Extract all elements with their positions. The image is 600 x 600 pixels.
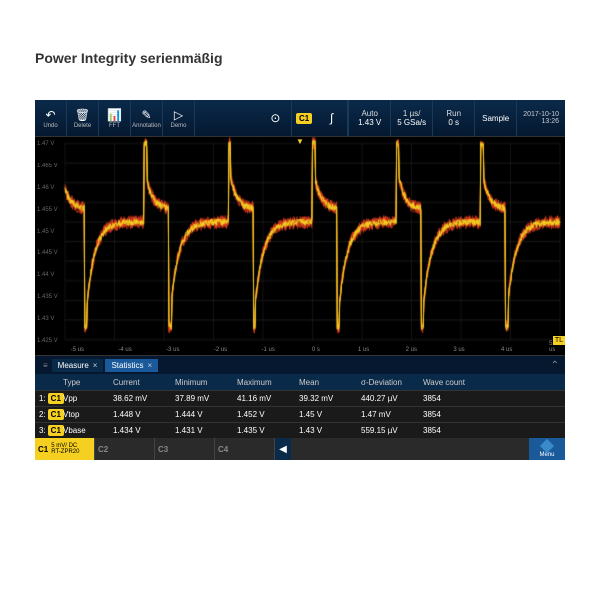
y-axis-label: 1.47 V [37,141,54,147]
tabs-row: ≡ Measure×Statistics× ⌃ [35,356,565,374]
x-axis-label: -2 us [214,347,227,353]
info-cell-1[interactable]: 1 µs/5 GSa/s [390,100,432,136]
close-icon[interactable]: × [147,361,152,370]
channel-prev-button[interactable]: ◀ [275,438,291,460]
tab-statistics[interactable]: Statistics× [105,359,158,372]
circle-button[interactable]: ⊙ [260,100,292,136]
delete-button[interactable]: 🗑Delete [67,100,99,136]
oscilloscope-window: ↶Undo🗑Delete📊FFT✎Annotation▷Demo ⊙ C1 ∫ … [35,100,565,460]
x-axis-label: -1 us [262,347,275,353]
tab-measure[interactable]: Measure× [52,359,104,372]
channel-slot-c1[interactable]: C1 5 mV/ DC RT-ZPR20 [35,438,95,460]
y-axis-label: 1.425 V [37,338,58,344]
channel-slot-c3[interactable]: C3 [155,438,215,460]
y-axis-label: 1.43 V [37,316,54,322]
page-title: Power Integrity serienmäßig [35,50,223,66]
trigger-marker-icon: ▼ [296,137,304,146]
info-cell-2[interactable]: Run0 s [432,100,474,136]
table-header: Type Current Minimum Maximum Mean σ-Devi… [35,374,565,390]
y-axis-label: 1.46 V [37,185,54,191]
fft-button[interactable]: 📊FFT [99,100,131,136]
x-axis-label: 5 us [549,341,560,353]
chevron-up-icon[interactable]: ⌃ [545,360,565,371]
y-axis-label: 1.455 V [37,207,58,213]
close-icon[interactable]: × [93,361,98,370]
x-axis-label: -5 us [71,347,84,353]
undo-button[interactable]: ↶Undo [35,100,67,136]
demo-button[interactable]: ▷Demo [163,100,195,136]
x-axis-label: -3 us [166,347,179,353]
hamburger-icon[interactable]: ≡ [39,361,52,370]
diamond-icon [540,438,554,452]
table-row[interactable]: 1: C1 Vpp 38.62 mV 37.89 mV 41.16 mV 39.… [35,390,565,406]
annotation-icon: ✎ [141,107,151,123]
y-axis-label: 1.45 V [37,229,54,235]
y-axis-label: 1.435 V [37,294,58,300]
table-row[interactable]: 2: C1 Vtop 1.448 V 1.444 V 1.452 V 1.45 … [35,406,565,422]
menu-button[interactable]: Menu [529,438,565,460]
x-axis-label: 2 us [406,347,417,353]
undo-icon: ↶ [45,107,55,123]
x-axis-label: -4 us [118,347,131,353]
y-axis-label: 1.465 V [37,163,58,169]
fft-icon: 📊 [107,107,122,123]
waveform-display[interactable]: ▼ TL 1.47 V1.465 V1.46 V1.455 V1.45 V1.4… [35,136,565,356]
info-cell-3[interactable]: Sample [474,100,516,136]
demo-icon: ▷ [174,107,183,123]
datetime-display: 2017-10-10 13:26 [516,100,565,136]
annotation-button[interactable]: ✎Annotation [131,100,163,136]
channel-slot-c2[interactable]: C2 [95,438,155,460]
y-axis-label: 1.445 V [37,250,58,256]
info-cell-0[interactable]: Auto1.43 V [348,100,390,136]
x-axis-label: 4 us [501,347,512,353]
top-toolbar: ↶Undo🗑Delete📊FFT✎Annotation▷Demo ⊙ C1 ∫ … [35,100,565,136]
x-axis-label: 1 us [358,347,369,353]
trigger-button[interactable]: ∫ [316,100,348,136]
delete-icon: 🗑 [75,107,90,123]
channel-slot-c4[interactable]: C4 [215,438,275,460]
x-axis-label: 0 s [312,347,320,353]
y-axis-label: 1.44 V [37,272,54,278]
statistics-table: Type Current Minimum Maximum Mean σ-Devi… [35,374,565,438]
x-axis-label: 3 us [453,347,464,353]
channel-bar: C1 5 mV/ DC RT-ZPR20 C2C3C4 ◀ Menu [35,438,565,460]
channel-badge: C1 [296,113,312,124]
table-row[interactable]: 3: C1 Vbase 1.434 V 1.431 V 1.435 V 1.43… [35,422,565,438]
